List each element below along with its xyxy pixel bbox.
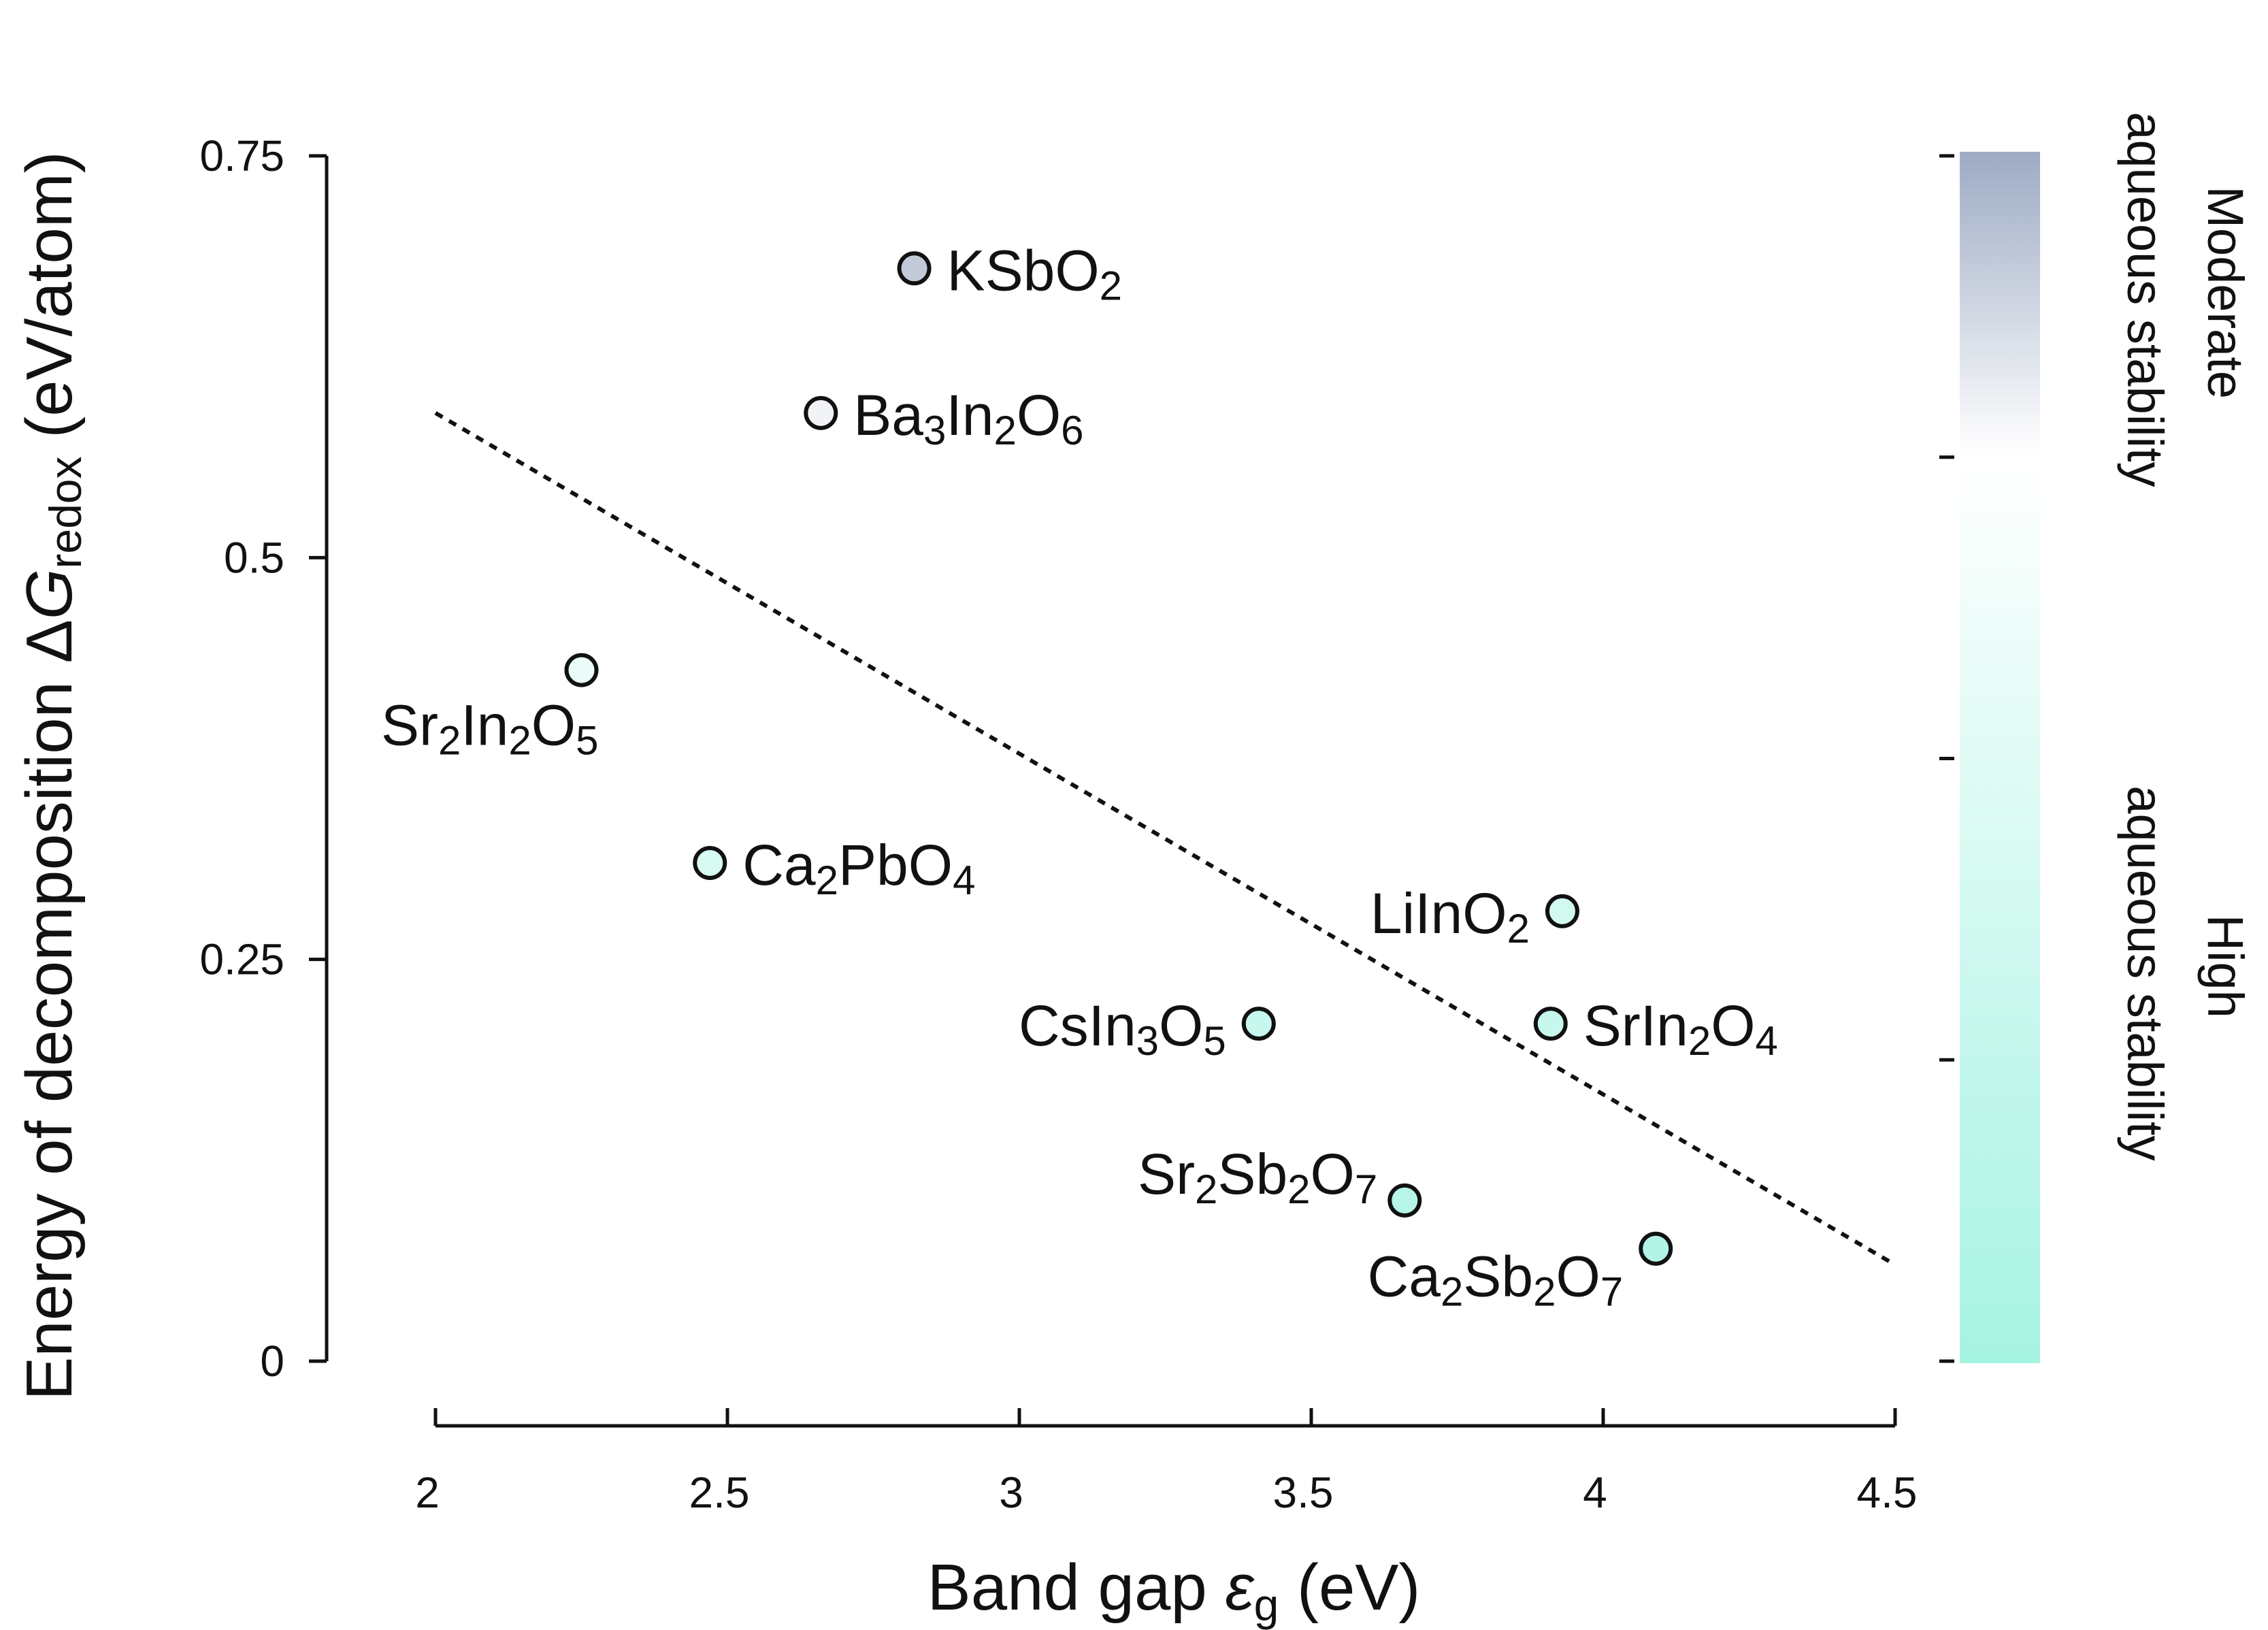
data-point: Sr2In2O5 <box>381 653 599 764</box>
point-marker <box>1545 894 1579 928</box>
point-marker <box>1533 1007 1568 1041</box>
x-tick-label: 2.5 <box>689 1468 750 1517</box>
colorbar-bottom-label-line1: High <box>2197 915 2254 1018</box>
data-point: Ca2PbO4 <box>693 833 975 903</box>
point-label: Sr2In2O5 <box>381 694 599 764</box>
y-axis-title-symbol: G <box>13 569 86 620</box>
point-marker <box>804 395 838 430</box>
point-marker <box>1639 1231 1673 1266</box>
y-axis-title-main: Energy of decomposition Δ <box>13 619 86 1400</box>
y-axis: 0 0.25 0.5 0.75 <box>199 131 329 1386</box>
trendline-group <box>434 411 1896 1267</box>
data-point: Ca2Sb2O7 <box>1368 1231 1673 1315</box>
point-label: Ba3In2O6 <box>853 383 1083 453</box>
colorbar-bottom-label-line2: aqueous stability <box>2117 785 2173 1160</box>
x-tick-label: 2 <box>415 1468 440 1517</box>
colorbar-top-label: Moderate aqueous stability <box>2117 112 2254 487</box>
point-label: CsIn3O5 <box>1019 994 1226 1064</box>
points-group: KSbO2 Ba3In2O6 Sr2In2O5 Ca2PbO4 LiInO2 CsIn3O… <box>381 238 1778 1314</box>
colorbar-gradient <box>1960 152 2040 1363</box>
y-tick-label: 0 <box>260 1337 284 1386</box>
x-tick-label: 4.5 <box>1857 1468 1918 1517</box>
x-axis-title-unit: (eV) <box>1279 1551 1420 1624</box>
data-point: KSbO2 <box>897 238 1122 308</box>
data-point: SrIn2O4 <box>1533 994 1778 1064</box>
colorbar: Moderate aqueous stability High aqueous … <box>1939 112 2254 1363</box>
y-tick-label: 0.75 <box>199 131 284 180</box>
y-tick-label: 0.5 <box>224 533 284 582</box>
data-point: Ba3In2O6 <box>804 383 1084 453</box>
point-marker <box>897 251 932 286</box>
point-marker <box>1241 1007 1276 1041</box>
y-tick-label: 0.25 <box>199 935 284 984</box>
y-axis-title-subscript: redox <box>40 456 91 568</box>
x-axis-title: Band gap εg (eV) <box>927 1551 1421 1630</box>
colorbar-bottom-label: High aqueous stability <box>2117 785 2254 1160</box>
data-point: Sr2Sb2O7 <box>1138 1142 1422 1218</box>
point-label: SrIn2O4 <box>1583 994 1778 1064</box>
x-axis-title-main: Band gap <box>927 1551 1226 1624</box>
data-point: LiInO2 <box>1370 881 1579 951</box>
y-axis-title: Energy of decomposition ΔGredox (eV/atom… <box>13 151 91 1400</box>
point-marker <box>564 653 599 687</box>
x-tick-label: 3 <box>999 1468 1023 1517</box>
point-label: Ca2Sb2O7 <box>1368 1245 1624 1315</box>
colorbar-ticks <box>1939 154 1954 1363</box>
point-label: LiInO2 <box>1370 881 1530 951</box>
data-point: CsIn3O5 <box>1019 994 1276 1064</box>
x-axis-title-subscript: g <box>1254 1580 1279 1630</box>
point-marker <box>1387 1183 1422 1218</box>
point-label: Ca2PbO4 <box>742 833 975 903</box>
x-tick-label: 3.5 <box>1273 1468 1334 1517</box>
trendline <box>434 411 1896 1267</box>
x-tick-label: 4 <box>1583 1468 1607 1517</box>
colorbar-top-label-line2: aqueous stability <box>2117 112 2173 487</box>
colorbar-top-label-line1: Moderate <box>2197 186 2254 399</box>
y-axis-title-unit: (eV/atom) <box>13 151 86 456</box>
x-axis: 2 2.5 3 3.5 4 4.5 <box>415 1408 1917 1517</box>
point-marker <box>693 845 727 880</box>
point-label: Sr2Sb2O7 <box>1138 1142 1377 1212</box>
x-axis-title-symbol: ε <box>1225 1551 1255 1624</box>
point-label: KSbO2 <box>947 238 1122 308</box>
